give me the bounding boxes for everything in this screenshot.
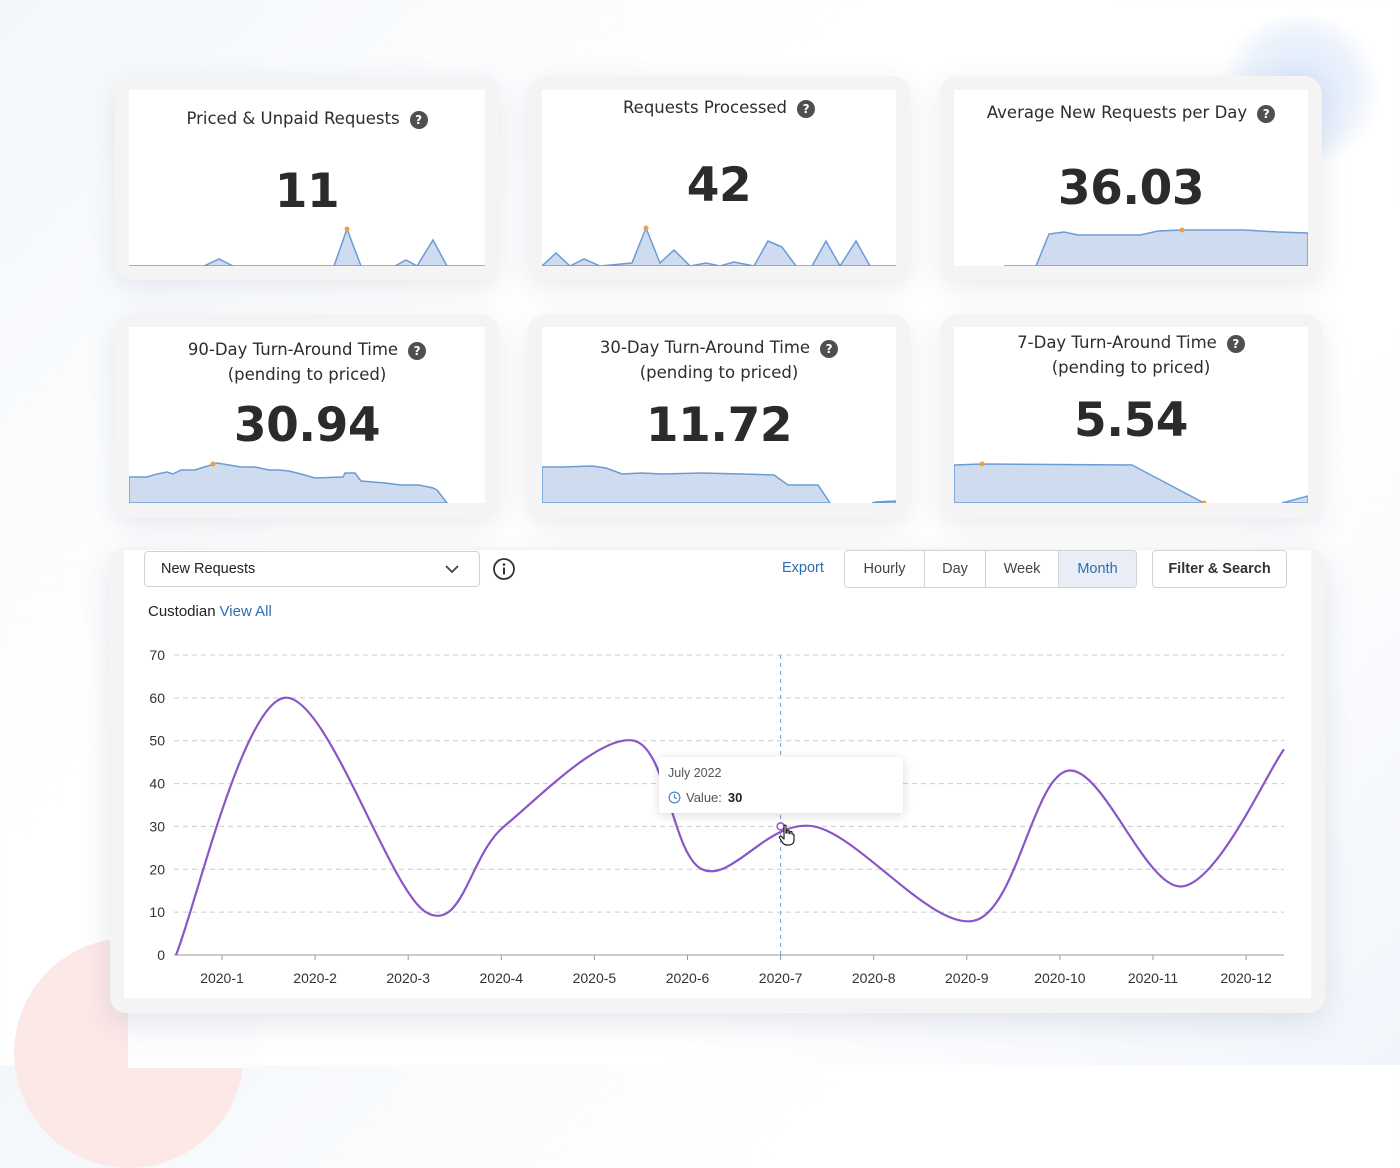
x-tick-label: 2020-12 xyxy=(1220,970,1272,986)
x-tick-label: 2020-10 xyxy=(1034,970,1086,986)
card-title: 30-Day Turn-Around Time xyxy=(599,338,811,357)
kpi-card-average-new-requests: Average New Requests per Day? 36.03 xyxy=(954,90,1308,266)
card-title: Average New Requests per Day xyxy=(986,103,1248,122)
tooltip-title: July 2022 xyxy=(668,766,722,780)
sparkline xyxy=(542,225,896,266)
granularity-hourly-button[interactable]: Hourly xyxy=(845,551,925,587)
y-tick-label: 70 xyxy=(149,647,165,663)
granularity-day-button[interactable]: Day xyxy=(925,551,986,587)
tooltip-value: 30 xyxy=(727,790,743,805)
card-title: 7-Day Turn-Around Time xyxy=(1017,333,1217,352)
y-tick-label: 10 xyxy=(149,904,165,920)
card-value: 11 xyxy=(274,164,340,219)
filter-row: Custodian View All xyxy=(148,603,272,620)
card-value: 42 xyxy=(686,158,752,213)
chevron-down-icon xyxy=(445,565,459,574)
card-value: 36.03 xyxy=(1057,161,1205,216)
card-title: Requests Processed xyxy=(622,98,788,117)
help-icon[interactable]: ? xyxy=(1257,104,1276,123)
clock-icon xyxy=(668,791,681,804)
x-tick-label: 2020-9 xyxy=(945,970,989,986)
x-tick-label: 2020-5 xyxy=(573,970,617,986)
y-tick-label: 20 xyxy=(149,861,165,877)
x-tick-label: 2020-11 xyxy=(1128,970,1179,986)
sparkline xyxy=(1004,227,1308,266)
x-tick-label: 2020-3 xyxy=(386,970,430,986)
tooltip-value-label: Value: xyxy=(686,790,722,805)
sparkline xyxy=(954,461,1308,503)
card-subtitle: (pending to priced) xyxy=(1051,358,1211,377)
y-tick-label: 60 xyxy=(149,690,165,706)
hand-pointer-icon xyxy=(778,824,795,846)
card-value: 5.54 xyxy=(1074,393,1188,448)
help-icon[interactable]: ? xyxy=(408,341,427,360)
x-tick-label: 2020-4 xyxy=(480,970,524,986)
x-tick-label: 2020-7 xyxy=(759,970,803,986)
granularity-toggle: Hourly Day Week Month xyxy=(844,550,1137,588)
x-tick-label: 2020-8 xyxy=(852,970,896,986)
kpi-card-7-day-tat: 7-Day Turn-Around Time? (pending to price… xyxy=(954,327,1308,503)
card-value: 11.72 xyxy=(645,398,793,453)
y-tick-label: 0 xyxy=(157,947,165,963)
kpi-card-90-day-tat: 90-Day Turn-Around Time? (pending to pric… xyxy=(129,327,485,503)
metric-select-value: New Requests xyxy=(161,561,256,577)
metric-select[interactable]: New Requests xyxy=(144,551,480,587)
info-icon[interactable] xyxy=(492,557,516,581)
help-icon[interactable]: ? xyxy=(1226,334,1245,353)
granularity-week-button[interactable]: Week xyxy=(986,551,1059,587)
series-line xyxy=(174,696,1285,956)
kpi-card-30-day-tat: 30-Day Turn-Around Time? (pending to pric… xyxy=(542,327,896,503)
y-tick-label: 30 xyxy=(149,818,165,834)
y-tick-label: 50 xyxy=(149,733,165,749)
custodian-label: Custodian xyxy=(148,603,216,620)
help-icon[interactable]: ? xyxy=(409,110,428,129)
kpi-card-priced-unpaid: Priced & Unpaid Requests? 11 xyxy=(129,90,485,266)
chart-tooltip: July 2022 Value: 30 xyxy=(659,757,903,813)
x-tick-label: 2020-1 xyxy=(200,970,244,986)
help-icon[interactable]: ? xyxy=(797,99,816,118)
card-value: 30.94 xyxy=(233,398,381,453)
kpi-card-requests-processed: Requests Processed? 42 xyxy=(542,90,896,266)
card-title: Priced & Unpaid Requests xyxy=(186,109,400,128)
filter-search-button[interactable]: Filter & Search xyxy=(1152,550,1287,588)
card-subtitle: (pending to priced) xyxy=(227,365,387,384)
card-title: 90-Day Turn-Around Time xyxy=(187,340,399,359)
export-link[interactable]: Export xyxy=(782,560,824,576)
x-tick-label: 2020-6 xyxy=(666,970,710,986)
sparkline xyxy=(542,465,896,503)
view-all-link[interactable]: View All xyxy=(219,603,272,620)
help-icon[interactable]: ? xyxy=(820,339,839,358)
card-subtitle: (pending to priced) xyxy=(639,363,799,382)
granularity-month-button[interactable]: Month xyxy=(1059,551,1136,587)
sparkline xyxy=(129,461,448,503)
line-chart: 0 10 20 30 40 50 60 70 2020-1 2020-2 2020-3 2020-4 2… xyxy=(149,647,1285,986)
x-tick-label: 2020-2 xyxy=(293,970,337,986)
sparkline xyxy=(129,226,485,266)
y-tick-label: 40 xyxy=(149,776,165,792)
